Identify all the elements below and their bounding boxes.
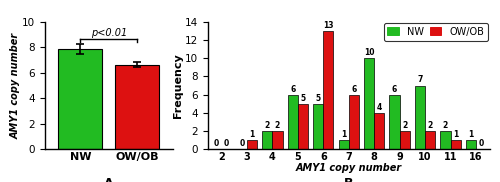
Y-axis label: Frequency: Frequency (173, 53, 183, 118)
Text: 1: 1 (468, 130, 473, 139)
Text: 5: 5 (316, 94, 321, 103)
Text: 2: 2 (443, 121, 448, 130)
Text: p<0.01: p<0.01 (90, 28, 127, 38)
Text: A: A (104, 177, 114, 182)
Bar (247, 140, 257, 149)
Bar (324, 31, 334, 149)
Text: 2: 2 (428, 121, 433, 130)
Text: 1: 1 (453, 130, 458, 139)
Text: 1: 1 (341, 130, 346, 139)
Text: 0: 0 (239, 139, 244, 148)
Text: 2: 2 (264, 121, 270, 130)
Bar (58, 49, 102, 149)
Text: 6: 6 (351, 85, 356, 94)
Text: 0: 0 (224, 139, 229, 148)
Bar (364, 58, 374, 149)
Text: 13: 13 (323, 21, 334, 30)
Text: 0: 0 (478, 139, 484, 148)
Legend: NW, OW/OB: NW, OW/OB (384, 23, 488, 41)
Bar (349, 95, 359, 149)
Y-axis label: AMY1 copy number: AMY1 copy number (11, 32, 21, 139)
Bar (450, 140, 460, 149)
Bar (390, 95, 400, 149)
Text: 6: 6 (290, 85, 296, 94)
Text: 10: 10 (364, 48, 374, 57)
Bar (262, 131, 272, 149)
Bar (298, 104, 308, 149)
Bar (400, 131, 410, 149)
X-axis label: AMY1 copy number: AMY1 copy number (296, 163, 402, 173)
Bar (288, 95, 298, 149)
Text: 1: 1 (250, 130, 254, 139)
Bar (272, 131, 282, 149)
Bar (415, 86, 425, 149)
Bar (425, 131, 436, 149)
Bar (313, 104, 324, 149)
Bar (440, 131, 450, 149)
Bar (466, 140, 476, 149)
Text: 7: 7 (418, 76, 422, 84)
Text: 5: 5 (300, 94, 306, 103)
Bar (374, 113, 384, 149)
Text: 0: 0 (214, 139, 219, 148)
Text: 6: 6 (392, 85, 397, 94)
Bar (338, 140, 349, 149)
Text: 4: 4 (376, 103, 382, 112)
Text: 2: 2 (275, 121, 280, 130)
Bar (115, 64, 159, 149)
Text: 2: 2 (402, 121, 407, 130)
Text: B: B (344, 177, 354, 182)
